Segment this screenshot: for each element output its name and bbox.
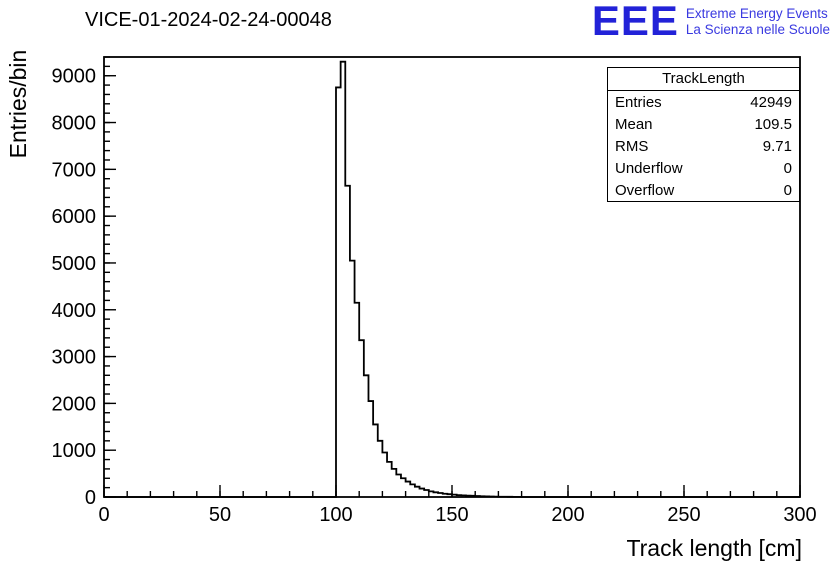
eee-logo-line1: Extreme Energy Events — [685, 6, 828, 21]
y-tick-label: 3000 — [52, 347, 97, 369]
stats-label: Mean — [615, 115, 653, 133]
eee-logo-text: Extreme Energy Events La Scienza nelle S… — [686, 2, 830, 38]
x-tick-label: 250 — [667, 504, 700, 526]
y-tick-label: 4000 — [52, 300, 97, 322]
stats-row-rms: RMS 9.71 — [608, 135, 799, 157]
histogram-line — [104, 60, 800, 498]
stats-value: 0 — [783, 181, 792, 199]
x-tick-label: 150 — [435, 504, 468, 526]
stats-value: 9.71 — [762, 137, 792, 155]
x-tick-label: 0 — [98, 504, 109, 526]
x-tick-label: 50 — [209, 504, 231, 526]
plot-title: VICE-01-2024-02-24-00048 — [85, 9, 332, 31]
stats-row-entries: Entries 42949 — [608, 91, 799, 113]
stats-value: 42949 — [750, 93, 792, 111]
y-tick-label: 5000 — [52, 253, 97, 275]
x-tick-label: 300 — [783, 504, 816, 526]
stats-label: Entries — [615, 93, 662, 111]
x-tick-label: 100 — [319, 504, 352, 526]
y-tick-label: 9000 — [52, 66, 97, 88]
stats-box-title: TrackLength — [608, 68, 799, 91]
stats-row-mean: Mean 109.5 — [608, 113, 799, 135]
stats-value: 0 — [783, 159, 792, 177]
x-tick-label: 200 — [551, 504, 584, 526]
eee-logo-acronym: EEE — [591, 0, 679, 44]
eee-logo-line2: La Scienza nelle Scuole — [685, 22, 830, 37]
y-tick-label: 0 — [85, 487, 96, 509]
stats-value: 109.5 — [754, 115, 792, 133]
y-tick-label: 7000 — [52, 159, 97, 181]
y-tick-label: 2000 — [52, 393, 97, 415]
y-tick-label: 8000 — [52, 113, 97, 135]
y-tick-label: 1000 — [52, 440, 97, 462]
stats-label: Overflow — [615, 181, 675, 199]
stats-row-overflow: Overflow 0 — [608, 179, 799, 201]
stats-label: Underflow — [615, 159, 683, 177]
eee-logo: EEE Extreme Energy Events La Scienza nel… — [591, 0, 830, 44]
x-axis-label: Track length [cm] — [626, 535, 802, 561]
stats-label: RMS — [615, 137, 649, 155]
stats-row-underflow: Underflow 0 — [608, 157, 799, 179]
y-tick-label: 6000 — [52, 206, 97, 228]
y-axis-label: Entries/bin — [5, 50, 31, 159]
stats-box: TrackLength Entries 42949 Mean 109.5 RMS… — [607, 67, 800, 202]
